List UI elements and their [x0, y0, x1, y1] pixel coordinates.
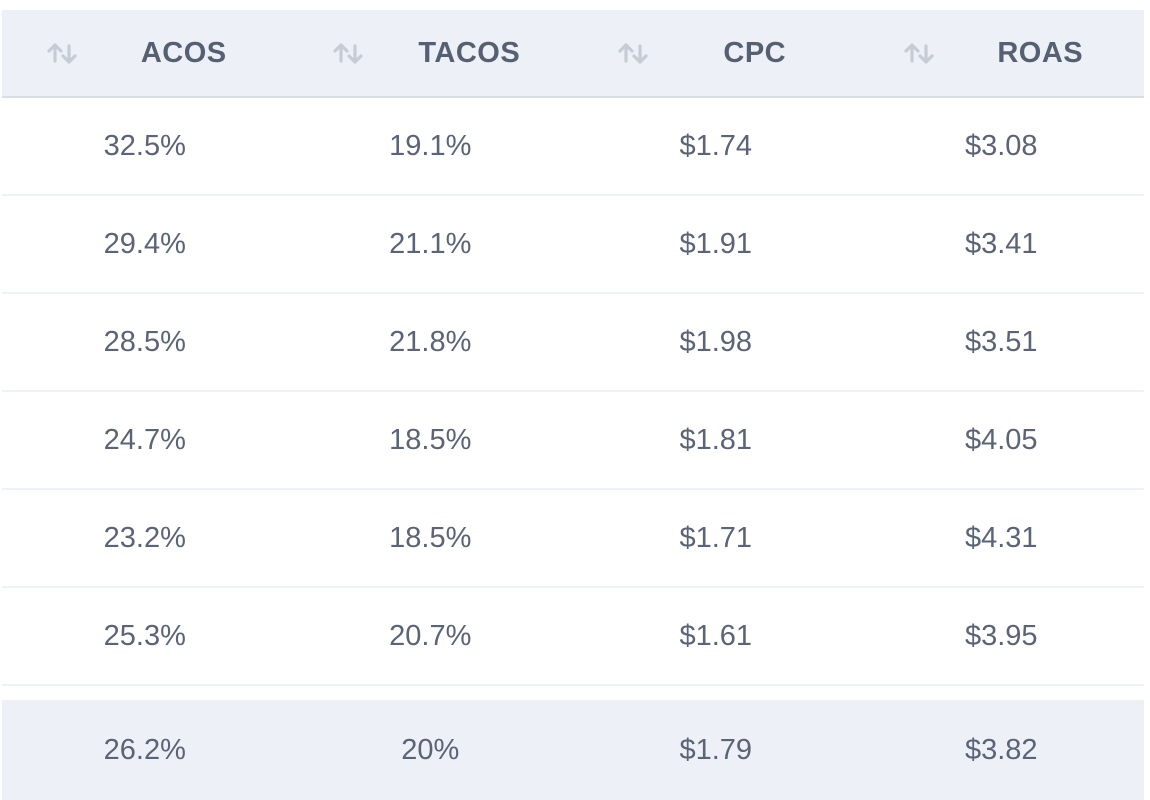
- acos-value: 24.7%: [103, 423, 186, 456]
- summary-row: 26.2% 20% $1.79 $3.82: [2, 700, 1144, 800]
- tacos-summary-value: 20%: [401, 733, 460, 766]
- cpc-value: $1.61: [679, 619, 753, 652]
- sort-icon[interactable]: [615, 35, 651, 71]
- sort-icon[interactable]: [901, 35, 937, 71]
- table-row: 24.7% 18.5% $1.81 $4.05: [2, 392, 1144, 490]
- acos-value: 23.2%: [103, 521, 186, 554]
- column-header-tacos[interactable]: TACOS: [288, 10, 574, 96]
- tacos-value: 21.8%: [389, 325, 472, 358]
- table-row: 25.3% 20.7% $1.61 $3.95: [2, 588, 1144, 686]
- roas-value: $3.08: [964, 129, 1038, 162]
- acos-value: 29.4%: [103, 227, 186, 260]
- table-row: 32.5% 19.1% $1.74 $3.08: [2, 98, 1144, 196]
- roas-value: $4.31: [964, 521, 1038, 554]
- tacos-value: 18.5%: [389, 423, 472, 456]
- roas-value: $4.05: [964, 423, 1038, 456]
- column-header-acos[interactable]: ACOS: [2, 10, 288, 96]
- column-header-label: TACOS: [418, 36, 521, 69]
- table-row: 23.2% 18.5% $1.71 $4.31: [2, 490, 1144, 588]
- cpc-value: $1.74: [679, 129, 753, 162]
- table-row: 28.5% 21.8% $1.98 $3.51: [2, 294, 1144, 392]
- acos-value: 25.3%: [103, 619, 186, 652]
- cpc-value: $1.91: [679, 227, 753, 260]
- tacos-value: 20.7%: [389, 619, 472, 652]
- metrics-table: ACOS TACOS CPC ROAS 32.5% 19.1% $1.74 $3…: [2, 10, 1144, 800]
- sort-icon[interactable]: [330, 35, 366, 71]
- roas-value: $3.51: [964, 325, 1038, 358]
- roas-value: $3.95: [964, 619, 1038, 652]
- cpc-value: $1.81: [679, 423, 753, 456]
- cpc-value: $1.98: [679, 325, 753, 358]
- column-header-cpc[interactable]: CPC: [573, 10, 859, 96]
- sort-icon[interactable]: [44, 35, 80, 71]
- acos-summary-value: 26.2%: [103, 733, 186, 766]
- roas-value: $3.41: [964, 227, 1038, 260]
- cpc-summary-value: $1.79: [679, 733, 753, 766]
- column-header-label: ACOS: [140, 36, 227, 69]
- cpc-value: $1.71: [679, 521, 753, 554]
- tacos-value: 21.1%: [389, 227, 472, 260]
- column-header-label: ROAS: [997, 36, 1084, 69]
- acos-value: 28.5%: [103, 325, 186, 358]
- tacos-value: 19.1%: [389, 129, 472, 162]
- acos-value: 32.5%: [103, 129, 186, 162]
- column-header-roas[interactable]: ROAS: [859, 10, 1145, 96]
- table-header-row: ACOS TACOS CPC ROAS: [2, 10, 1144, 98]
- tacos-value: 18.5%: [389, 521, 472, 554]
- roas-summary-value: $3.82: [964, 733, 1038, 766]
- table-row: 29.4% 21.1% $1.91 $3.41: [2, 196, 1144, 294]
- column-header-label: CPC: [723, 36, 787, 69]
